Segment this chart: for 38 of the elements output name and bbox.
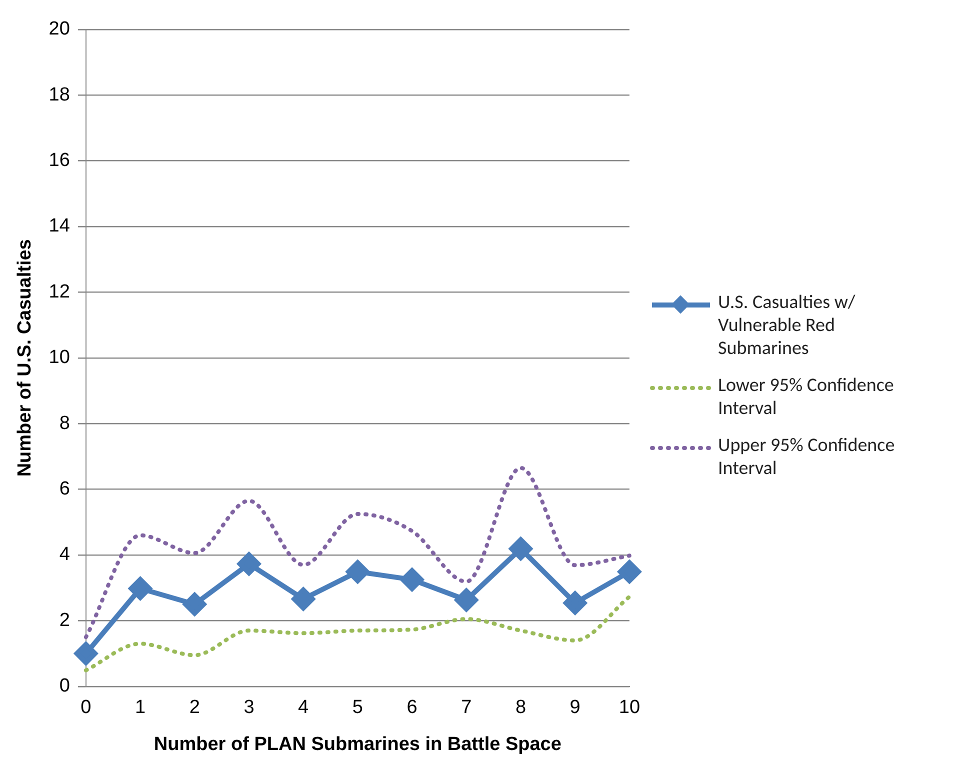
point xyxy=(74,642,98,666)
y-tick-label: 6 xyxy=(59,478,70,500)
y-axis-title: Number of U.S. Casualties xyxy=(14,239,36,477)
x-tick-label: 8 xyxy=(515,697,526,718)
x-tick-label: 2 xyxy=(189,697,200,718)
point xyxy=(183,592,206,616)
y-tick-label: 10 xyxy=(48,347,70,368)
y-tick-label: 4 xyxy=(59,544,70,566)
y-tick-label: 16 xyxy=(48,150,70,172)
x-tick-label: 1 xyxy=(134,697,146,718)
y-tick-label: 12 xyxy=(48,281,70,302)
x-tick-label: 7 xyxy=(461,697,472,718)
y-tick-label: 14 xyxy=(48,216,70,237)
x-tick-label: 10 xyxy=(618,697,640,718)
point xyxy=(454,588,478,612)
y-tick-label: 18 xyxy=(48,84,70,106)
x-tick-label: 0 xyxy=(80,697,92,718)
y-tick-label: 0 xyxy=(59,676,70,697)
x-tick-label: 9 xyxy=(570,697,580,718)
point xyxy=(346,560,370,584)
x-tick-label: 5 xyxy=(352,697,363,718)
point xyxy=(128,577,152,600)
x-tick-label: 3 xyxy=(244,697,254,718)
point xyxy=(618,560,641,584)
x-axis-title: Number of PLAN Submarines in Battle Space xyxy=(154,734,562,755)
point xyxy=(509,537,532,560)
point xyxy=(400,568,424,592)
y-tick-label: 20 xyxy=(48,18,70,40)
y-tick-label: 8 xyxy=(59,412,70,434)
point xyxy=(237,552,260,576)
legend-label: U.S. Casualties w/ Vulnerable Red Submarines xyxy=(718,290,856,360)
x-tick-label: 6 xyxy=(406,697,418,718)
x-tick-label: 4 xyxy=(298,697,310,718)
point xyxy=(292,588,315,611)
legend-label: Lower 95% Confidence Interval xyxy=(718,374,895,420)
legend-label: Upper 95% Confidence Interval xyxy=(718,434,896,480)
y-tick-label: 2 xyxy=(59,610,70,631)
point xyxy=(564,591,587,614)
